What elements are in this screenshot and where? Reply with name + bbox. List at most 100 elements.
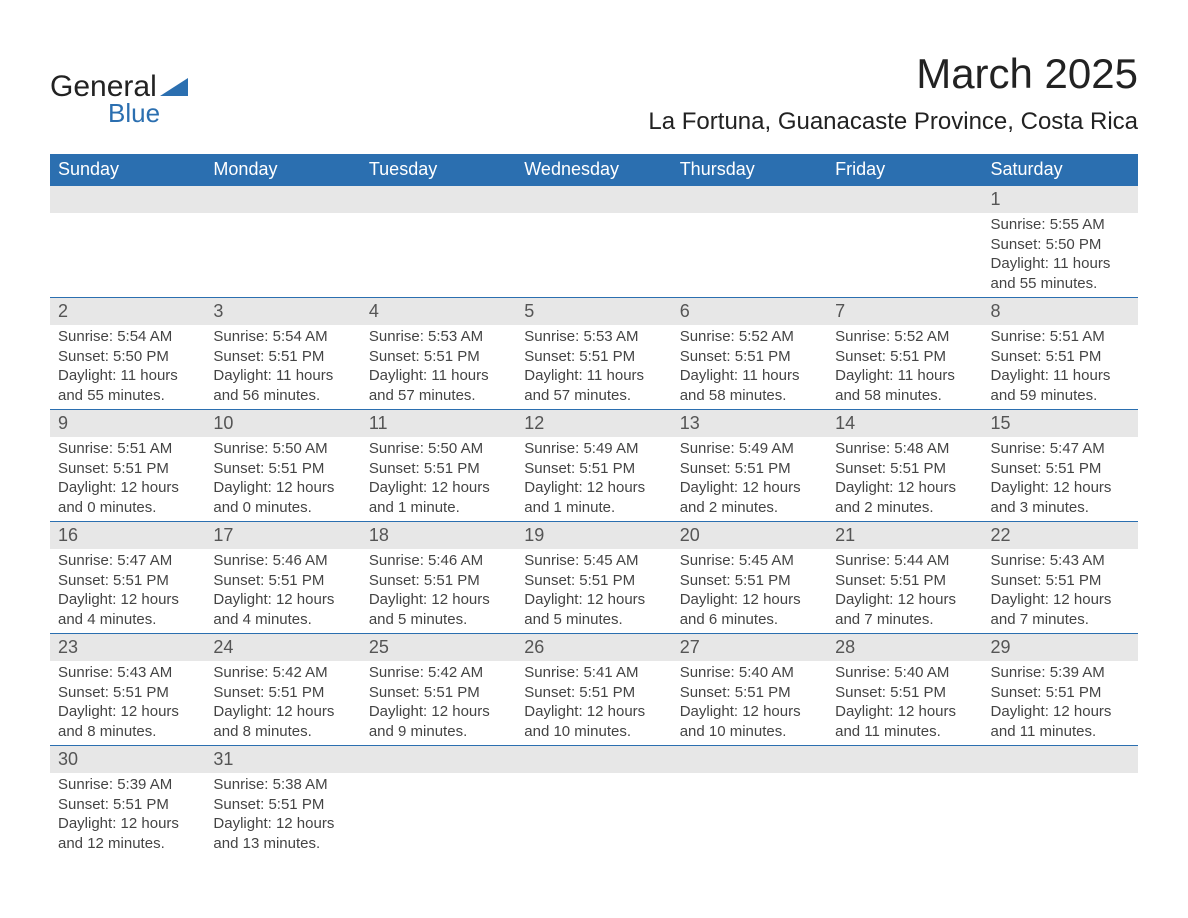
day-number (827, 746, 982, 773)
calendar-day-cell (983, 746, 1138, 858)
calendar-day-cell: 22Sunrise: 5:43 AMSunset: 5:51 PMDayligh… (983, 522, 1138, 634)
day-sunrise: Sunrise: 5:44 AM (835, 551, 974, 571)
calendar-week-row: 2Sunrise: 5:54 AMSunset: 5:50 PMDaylight… (50, 298, 1138, 410)
day-sunset: Sunset: 5:50 PM (58, 347, 197, 367)
day-number: 7 (827, 298, 982, 325)
day-number: 4 (361, 298, 516, 325)
calendar-day-cell: 5Sunrise: 5:53 AMSunset: 5:51 PMDaylight… (516, 298, 671, 410)
day-number (361, 746, 516, 773)
day-sunrise: Sunrise: 5:45 AM (524, 551, 663, 571)
day-sunrise: Sunrise: 5:49 AM (524, 439, 663, 459)
calendar-header-row: SundayMondayTuesdayWednesdayThursdayFrid… (50, 154, 1138, 186)
day-sunrise: Sunrise: 5:51 AM (58, 439, 197, 459)
day-sunrise: Sunrise: 5:46 AM (369, 551, 508, 571)
day-day2: and 1 minute. (369, 498, 508, 518)
location-subtitle: La Fortuna, Guanacaste Province, Costa R… (648, 108, 1138, 136)
day-number: 9 (50, 410, 205, 437)
calendar-day-cell: 17Sunrise: 5:46 AMSunset: 5:51 PMDayligh… (205, 522, 360, 634)
calendar-week-row: 16Sunrise: 5:47 AMSunset: 5:51 PMDayligh… (50, 522, 1138, 634)
day-details (205, 213, 360, 219)
day-sunset: Sunset: 5:51 PM (369, 683, 508, 703)
calendar-day-cell: 2Sunrise: 5:54 AMSunset: 5:50 PMDaylight… (50, 298, 205, 410)
day-details: Sunrise: 5:53 AMSunset: 5:51 PMDaylight:… (361, 325, 516, 409)
day-number: 2 (50, 298, 205, 325)
day-day1: Daylight: 11 hours (213, 366, 352, 386)
day-details: Sunrise: 5:47 AMSunset: 5:51 PMDaylight:… (50, 549, 205, 633)
day-day2: and 55 minutes. (58, 386, 197, 406)
day-day1: Daylight: 11 hours (58, 366, 197, 386)
day-number (983, 746, 1138, 773)
day-number: 20 (672, 522, 827, 549)
day-details: Sunrise: 5:49 AMSunset: 5:51 PMDaylight:… (672, 437, 827, 521)
day-day2: and 6 minutes. (680, 610, 819, 630)
weekday-header: Saturday (983, 154, 1138, 186)
day-day1: Daylight: 11 hours (991, 254, 1130, 274)
day-number: 10 (205, 410, 360, 437)
day-sunrise: Sunrise: 5:40 AM (680, 663, 819, 683)
day-day1: Daylight: 11 hours (369, 366, 508, 386)
day-day2: and 10 minutes. (680, 722, 819, 742)
day-day2: and 3 minutes. (991, 498, 1130, 518)
day-day1: Daylight: 12 hours (524, 478, 663, 498)
day-sunrise: Sunrise: 5:40 AM (835, 663, 974, 683)
day-details: Sunrise: 5:42 AMSunset: 5:51 PMDaylight:… (361, 661, 516, 745)
day-details: Sunrise: 5:52 AMSunset: 5:51 PMDaylight:… (672, 325, 827, 409)
day-day1: Daylight: 12 hours (58, 702, 197, 722)
day-number: 16 (50, 522, 205, 549)
day-number: 15 (983, 410, 1138, 437)
day-sunset: Sunset: 5:51 PM (680, 347, 819, 367)
calendar-day-cell: 23Sunrise: 5:43 AMSunset: 5:51 PMDayligh… (50, 634, 205, 746)
calendar-day-cell: 20Sunrise: 5:45 AMSunset: 5:51 PMDayligh… (672, 522, 827, 634)
day-day1: Daylight: 12 hours (991, 478, 1130, 498)
calendar-day-cell (205, 186, 360, 298)
day-number: 13 (672, 410, 827, 437)
day-number (361, 186, 516, 213)
day-day1: Daylight: 12 hours (524, 590, 663, 610)
calendar-day-cell: 24Sunrise: 5:42 AMSunset: 5:51 PMDayligh… (205, 634, 360, 746)
day-number: 22 (983, 522, 1138, 549)
calendar-day-cell: 9Sunrise: 5:51 AMSunset: 5:51 PMDaylight… (50, 410, 205, 522)
day-day2: and 2 minutes. (835, 498, 974, 518)
day-day1: Daylight: 12 hours (58, 478, 197, 498)
day-details: Sunrise: 5:54 AMSunset: 5:51 PMDaylight:… (205, 325, 360, 409)
day-number: 30 (50, 746, 205, 773)
day-day1: Daylight: 12 hours (58, 590, 197, 610)
calendar-day-cell: 8Sunrise: 5:51 AMSunset: 5:51 PMDaylight… (983, 298, 1138, 410)
day-sunrise: Sunrise: 5:48 AM (835, 439, 974, 459)
calendar-day-cell: 13Sunrise: 5:49 AMSunset: 5:51 PMDayligh… (672, 410, 827, 522)
day-sunset: Sunset: 5:51 PM (835, 347, 974, 367)
day-sunrise: Sunrise: 5:49 AM (680, 439, 819, 459)
day-details: Sunrise: 5:53 AMSunset: 5:51 PMDaylight:… (516, 325, 671, 409)
day-sunrise: Sunrise: 5:39 AM (58, 775, 197, 795)
day-day2: and 2 minutes. (680, 498, 819, 518)
day-day2: and 56 minutes. (213, 386, 352, 406)
day-details: Sunrise: 5:40 AMSunset: 5:51 PMDaylight:… (827, 661, 982, 745)
day-details: Sunrise: 5:52 AMSunset: 5:51 PMDaylight:… (827, 325, 982, 409)
day-details: Sunrise: 5:47 AMSunset: 5:51 PMDaylight:… (983, 437, 1138, 521)
day-details (361, 773, 516, 779)
calendar-day-cell: 21Sunrise: 5:44 AMSunset: 5:51 PMDayligh… (827, 522, 982, 634)
day-number: 27 (672, 634, 827, 661)
day-sunset: Sunset: 5:51 PM (991, 571, 1130, 591)
day-sunrise: Sunrise: 5:53 AM (369, 327, 508, 347)
calendar-week-row: 30Sunrise: 5:39 AMSunset: 5:51 PMDayligh… (50, 746, 1138, 858)
day-sunrise: Sunrise: 5:42 AM (213, 663, 352, 683)
day-details: Sunrise: 5:44 AMSunset: 5:51 PMDaylight:… (827, 549, 982, 633)
day-day2: and 8 minutes. (213, 722, 352, 742)
day-day2: and 59 minutes. (991, 386, 1130, 406)
calendar-day-cell: 11Sunrise: 5:50 AMSunset: 5:51 PMDayligh… (361, 410, 516, 522)
day-number: 12 (516, 410, 671, 437)
weekday-header: Sunday (50, 154, 205, 186)
day-sunrise: Sunrise: 5:42 AM (369, 663, 508, 683)
day-day1: Daylight: 12 hours (680, 478, 819, 498)
day-sunset: Sunset: 5:51 PM (524, 459, 663, 479)
day-number: 6 (672, 298, 827, 325)
day-details: Sunrise: 5:43 AMSunset: 5:51 PMDaylight:… (50, 661, 205, 745)
calendar-day-cell: 4Sunrise: 5:53 AMSunset: 5:51 PMDaylight… (361, 298, 516, 410)
page-header: General Blue March 2025 La Fortuna, Guan… (50, 50, 1138, 136)
day-sunrise: Sunrise: 5:39 AM (991, 663, 1130, 683)
day-details: Sunrise: 5:55 AMSunset: 5:50 PMDaylight:… (983, 213, 1138, 297)
day-day2: and 13 minutes. (213, 834, 352, 854)
weekday-header: Tuesday (361, 154, 516, 186)
day-day1: Daylight: 12 hours (213, 590, 352, 610)
